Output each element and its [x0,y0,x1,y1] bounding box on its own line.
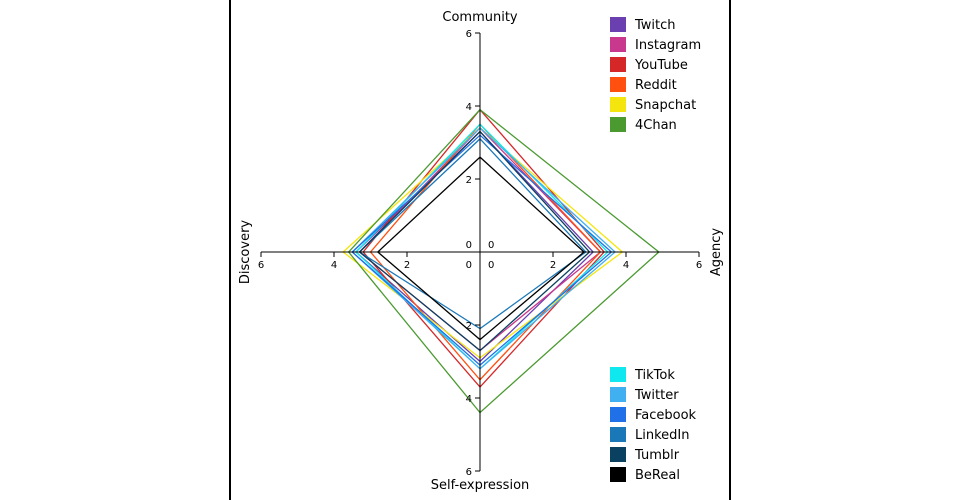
tick-label-community: 2 [466,175,472,186]
axis-label-agency: Agency [709,228,724,277]
legend-label: LinkedIn [635,428,689,443]
series-facebook [351,134,613,367]
axis-label-self-expression: Self-expression [431,478,530,493]
series-bereal [376,156,586,341]
tick-label-agency: 2 [550,260,556,271]
legend-label: Facebook [635,408,697,423]
legend-swatch [610,367,626,382]
tick-label-self-expression: 4 [466,394,472,405]
legend-label: Reddit [635,78,677,93]
legend-label: BeReal [635,468,680,483]
series-twitter [351,127,617,370]
tick-label-agency: 0 [488,260,494,271]
tick-label-agency: 6 [696,260,702,271]
legend-label: Twitter [634,388,679,403]
legend-swatch [610,37,626,52]
tick-label-discovery: 0 [466,260,472,271]
chart-frame [229,0,731,500]
axis-label-discovery: Discovery [238,220,253,285]
tick-label-community: 0 [466,240,472,251]
legend-label: Snapchat [635,98,696,113]
legend-swatch [610,77,626,92]
series-twitch [354,130,595,363]
series-tumblr [358,130,591,352]
legend-label: Twitch [634,18,676,33]
tick-label-self-expression: 0 [488,240,494,251]
legend-swatch [610,467,626,482]
tick-label-self-expression: 2 [466,321,472,332]
legend-swatch [610,57,626,72]
legend-label: Instagram [635,38,701,53]
legend-swatch [610,407,626,422]
tick-label-discovery: 4 [331,260,337,271]
tick-label-community: 4 [466,102,472,113]
legend-label: 4Chan [635,118,677,133]
legend-swatch [610,17,626,32]
legend-swatch [610,97,626,112]
legend-swatch [610,427,626,442]
legend-swatch [610,447,626,462]
tick-label-community: 6 [466,29,472,40]
tick-label-agency: 4 [623,260,629,271]
axis-label-community: Community [442,10,518,25]
legend-label: Tumblr [634,448,680,463]
tick-label-self-expression: 6 [466,467,472,478]
legend-label: YouTube [634,58,688,73]
legend-label: TikTok [634,368,675,383]
series-youtube [362,108,605,389]
tick-label-discovery: 2 [404,260,410,271]
legend-swatch [610,117,626,132]
legend-swatch [610,387,626,402]
tick-label-discovery: 6 [258,260,264,271]
